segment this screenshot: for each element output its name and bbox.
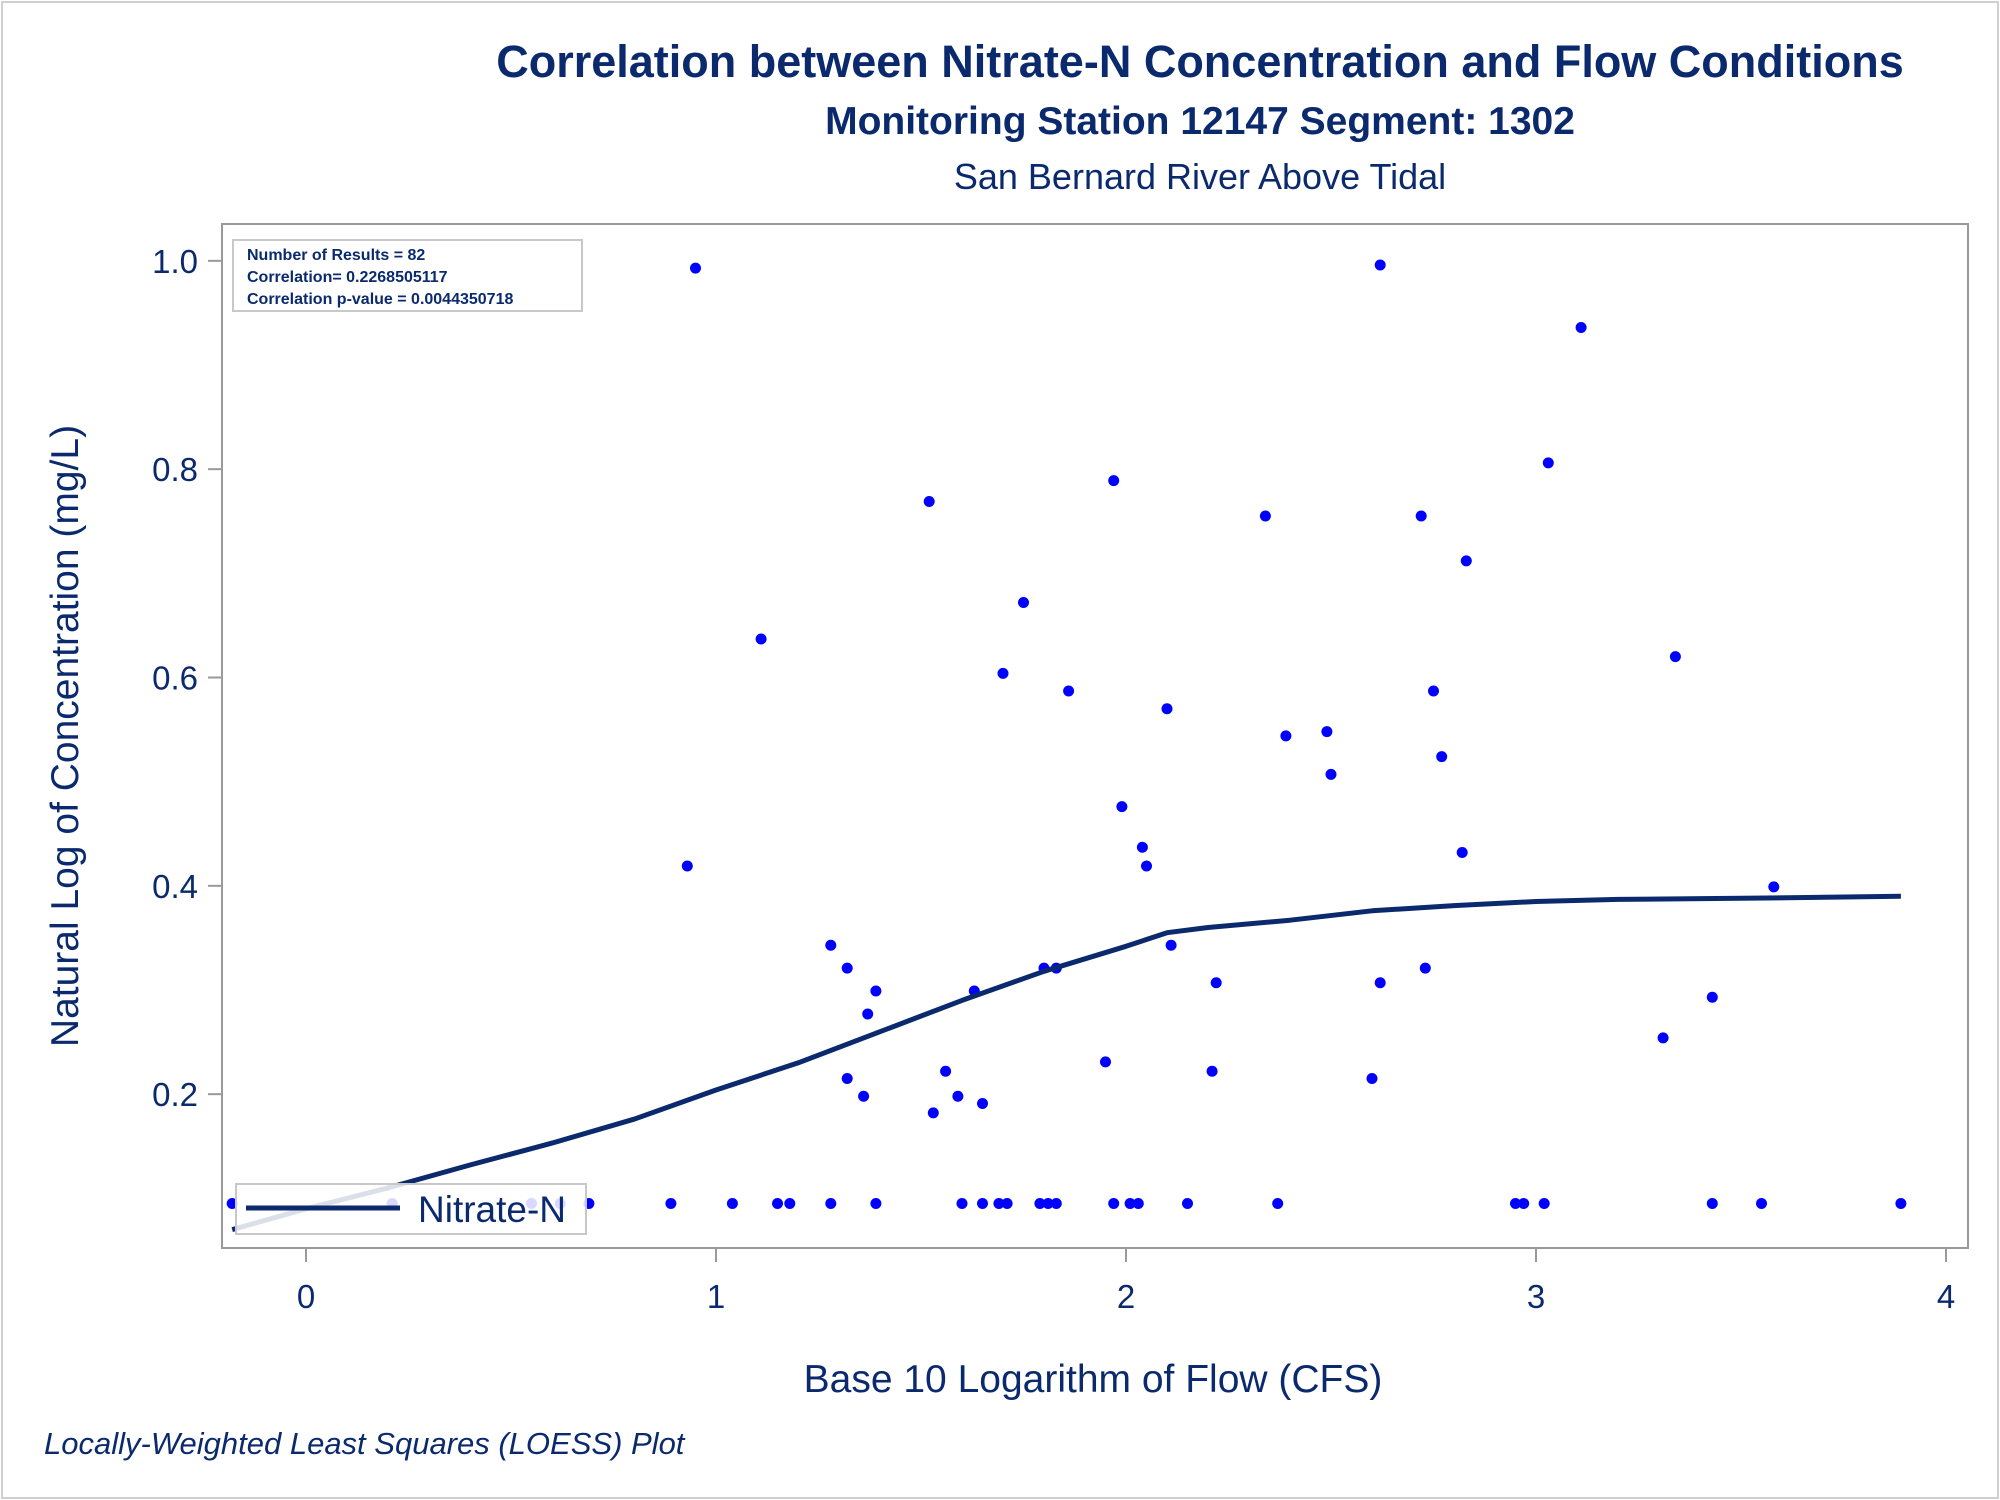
data-point — [690, 262, 701, 274]
data-point — [1756, 1198, 1767, 1210]
data-point — [1280, 730, 1292, 742]
data-point — [1415, 510, 1427, 522]
data-point — [1460, 555, 1472, 567]
x-tick-label: 0 — [297, 1278, 315, 1315]
x-tick-label: 3 — [1527, 1278, 1545, 1315]
data-point — [997, 667, 1009, 679]
data-point — [1374, 977, 1386, 989]
data-point — [1132, 1198, 1144, 1210]
data-point — [772, 1198, 783, 1210]
data-point — [1116, 801, 1128, 813]
data-point — [1136, 841, 1148, 853]
data-point — [1428, 685, 1439, 697]
data-point — [1108, 475, 1120, 487]
data-point — [1063, 685, 1075, 697]
data-point — [1657, 1032, 1669, 1044]
y-axis-label: Natural Log of Concentration (mg/L) — [44, 425, 87, 1047]
data-point — [1510, 1198, 1521, 1210]
data-point — [726, 1198, 738, 1210]
legend: Nitrate-N — [235, 1183, 587, 1235]
data-point — [1124, 1198, 1136, 1210]
data-point — [841, 1073, 853, 1085]
x-axis-label: Base 10 Logarithm of Flow (CFS) — [804, 1358, 1383, 1401]
data-point — [1538, 1198, 1550, 1210]
data-points — [226, 259, 1907, 1210]
data-point — [952, 1090, 964, 1102]
data-point — [870, 985, 882, 997]
data-point — [993, 1198, 1005, 1210]
data-point — [1050, 1198, 1062, 1210]
data-point — [1768, 881, 1780, 893]
data-point — [1518, 1198, 1530, 1210]
data-point — [870, 1198, 882, 1210]
data-point — [665, 1198, 677, 1210]
data-point — [956, 1198, 968, 1210]
data-point — [226, 1198, 238, 1210]
data-point — [1034, 1198, 1046, 1210]
data-point — [1419, 962, 1431, 974]
y-tick-label: 1.0 — [152, 243, 198, 280]
chart-title: Correlation between Nitrate-N Concentrat… — [496, 36, 1904, 87]
data-point — [755, 633, 767, 645]
data-point — [977, 1098, 988, 1110]
y-tick-label: 0.8 — [152, 451, 198, 488]
data-point — [1321, 726, 1333, 738]
data-point — [1182, 1198, 1193, 1210]
data-point — [923, 495, 935, 507]
data-point — [1272, 1198, 1284, 1210]
y-tick-label: 0.2 — [152, 1076, 198, 1113]
loess-line — [231, 893, 1901, 1233]
data-point — [1669, 651, 1681, 663]
data-point — [1325, 768, 1337, 780]
data-point — [1206, 1065, 1218, 1077]
data-point — [681, 860, 693, 872]
data-point — [1100, 1056, 1111, 1068]
y-tick-label: 0.4 — [152, 868, 198, 905]
x-tick-label: 1 — [707, 1278, 725, 1315]
data-point — [1706, 991, 1718, 1003]
data-point — [927, 1107, 939, 1119]
chart-subtitle: Monitoring Station 12147 Segment: 1302 — [825, 100, 1575, 143]
plot-area — [221, 223, 1969, 1249]
data-point — [1436, 751, 1448, 763]
data-point — [1165, 939, 1177, 951]
data-point — [825, 939, 837, 951]
data-point — [1542, 457, 1554, 469]
data-point — [862, 1008, 874, 1020]
data-point — [1575, 322, 1587, 333]
footnote: Locally-Weighted Least Squares (LOESS) P… — [44, 1426, 685, 1461]
data-point — [1895, 1198, 1907, 1210]
stats-correlation: Correlation= 0.2268505117 — [247, 269, 448, 286]
data-point — [784, 1198, 796, 1210]
data-point — [977, 1198, 988, 1210]
chart-subtitle-2: San Bernard River Above Tidal — [953, 156, 1447, 197]
stats-p-value: Correlation p-value = 0.0044350718 — [247, 291, 513, 308]
legend-label-nitrate-n: Nitrate-N — [418, 1189, 566, 1230]
data-point — [1706, 1198, 1718, 1210]
data-point — [1001, 1198, 1013, 1210]
data-point — [825, 1198, 837, 1210]
data-point — [841, 962, 853, 974]
axis-ticks: 0 1 2 3 4 0.2 0.4 0.6 0.8 1.0 — [152, 243, 1955, 1315]
y-tick-label: 0.6 — [152, 660, 198, 697]
data-point — [1210, 977, 1222, 989]
data-point — [1259, 510, 1271, 522]
stats-box: Number of Results = 82 Correlation= 0.22… — [232, 239, 583, 312]
stats-number-of-results: Number of Results = 82 — [247, 247, 425, 264]
data-point — [1018, 597, 1029, 608]
data-point — [1108, 1198, 1120, 1210]
data-point — [940, 1065, 952, 1077]
data-point — [858, 1090, 870, 1102]
data-point — [1374, 259, 1386, 271]
x-tick-label: 4 — [1937, 1278, 1955, 1315]
data-point — [1141, 860, 1152, 872]
data-point — [1366, 1073, 1378, 1085]
data-point — [1042, 1198, 1054, 1210]
x-tick-label: 2 — [1117, 1278, 1135, 1315]
data-point — [1161, 703, 1173, 715]
data-point — [1456, 847, 1468, 858]
